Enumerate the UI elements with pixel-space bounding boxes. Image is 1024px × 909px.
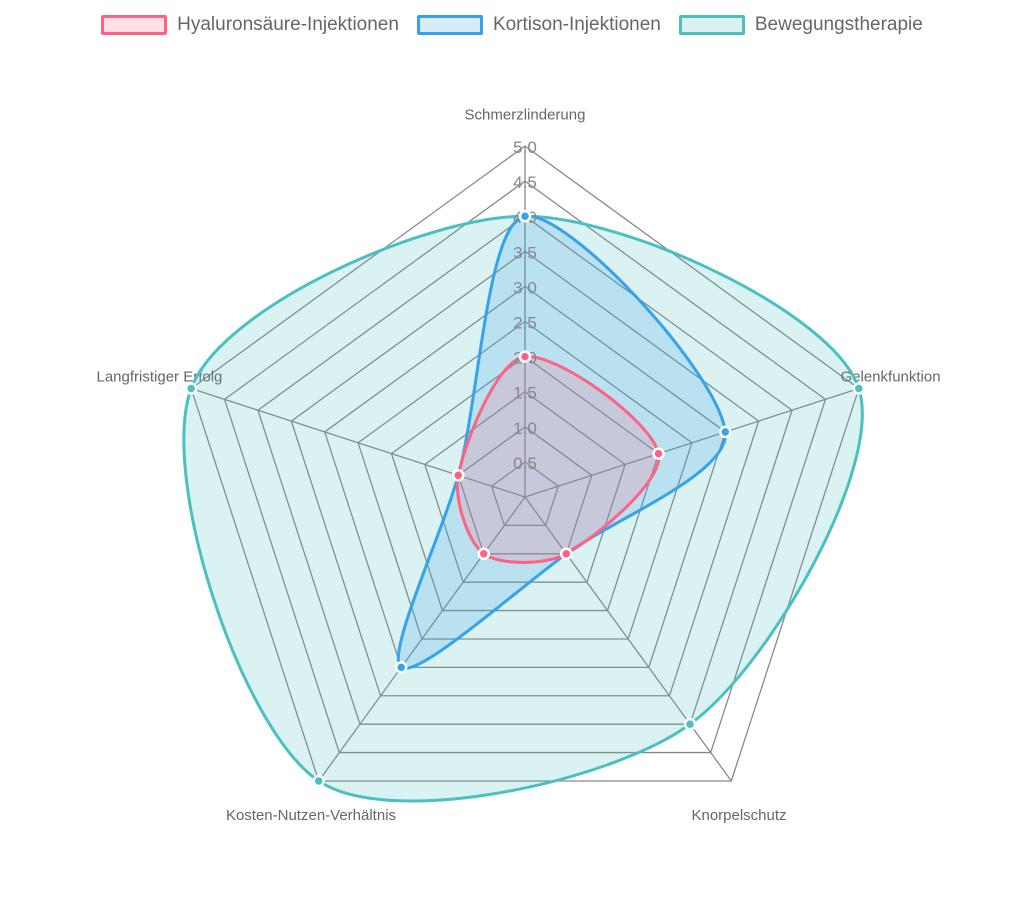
angle-line: [318, 496, 526, 782]
tick-label: 1.5: [513, 384, 537, 403]
angle-line: [524, 496, 732, 782]
series-area: [455, 355, 661, 564]
data-point[interactable]: [477, 547, 490, 561]
axis-label: Langfristiger Erfolg: [97, 369, 223, 386]
legend-item[interactable]: Bewegungstherapie: [678, 14, 923, 36]
tick-label: 5.0: [513, 138, 537, 157]
grid-ring: [390, 355, 660, 612]
grid-ring: [257, 215, 793, 725]
data-point[interactable]: [451, 469, 465, 482]
data-point[interactable]: [312, 774, 325, 788]
legend-label: Kortison-Injektionen: [492, 14, 661, 35]
grid-ring: [223, 180, 827, 754]
grid-ring: [357, 320, 693, 640]
grid-ring: [457, 425, 593, 555]
legend: Hyaluronsäure-Injektionen Kortison-Injekt…: [0, 14, 1024, 36]
grid-ring: [323, 285, 727, 669]
legend-label: Bewegungstherapie: [754, 14, 923, 35]
data-point[interactable]: [394, 661, 408, 674]
tick-label: 3.5: [513, 243, 537, 262]
legend-item[interactable]: Hyaluronsäure-Injektionen: [101, 14, 399, 36]
legend-item[interactable]: Kortison-Injektionen: [416, 14, 661, 36]
data-point[interactable]: [184, 382, 198, 395]
axis-label: Gelenkfunktion: [841, 369, 941, 386]
legend-swatch: [101, 15, 168, 35]
axis-label: Schmerzlinderung: [465, 106, 586, 123]
grid-ring: [424, 390, 626, 583]
grid-ring: [290, 250, 760, 697]
legend-swatch: [678, 15, 745, 35]
data-point[interactable]: [719, 425, 732, 439]
tick-label: 1.0: [513, 419, 537, 438]
data-point[interactable]: [518, 209, 532, 223]
grid-ring: [190, 145, 860, 782]
tick-label: 0.5: [513, 454, 537, 473]
legend-swatch: [416, 15, 483, 35]
angle-line: [524, 387, 860, 498]
data-point[interactable]: [683, 717, 697, 731]
angle-line: [190, 387, 526, 498]
tick-label: 2.5: [513, 314, 537, 333]
data-point[interactable]: [518, 350, 532, 363]
tick-label: 4.5: [513, 173, 537, 192]
data-point[interactable]: [852, 382, 866, 395]
series-area: [182, 214, 864, 803]
data-point[interactable]: [652, 447, 665, 460]
legend-label: Hyaluronsäure-Injektionen: [177, 14, 399, 35]
data-point[interactable]: [560, 547, 573, 561]
tick-label: 3.0: [513, 278, 537, 297]
axis-label: Knorpelschutz: [691, 807, 786, 824]
axis-label: Kosten-Nutzen-Verhältnis: [226, 807, 396, 824]
grid-ring: [490, 461, 560, 527]
